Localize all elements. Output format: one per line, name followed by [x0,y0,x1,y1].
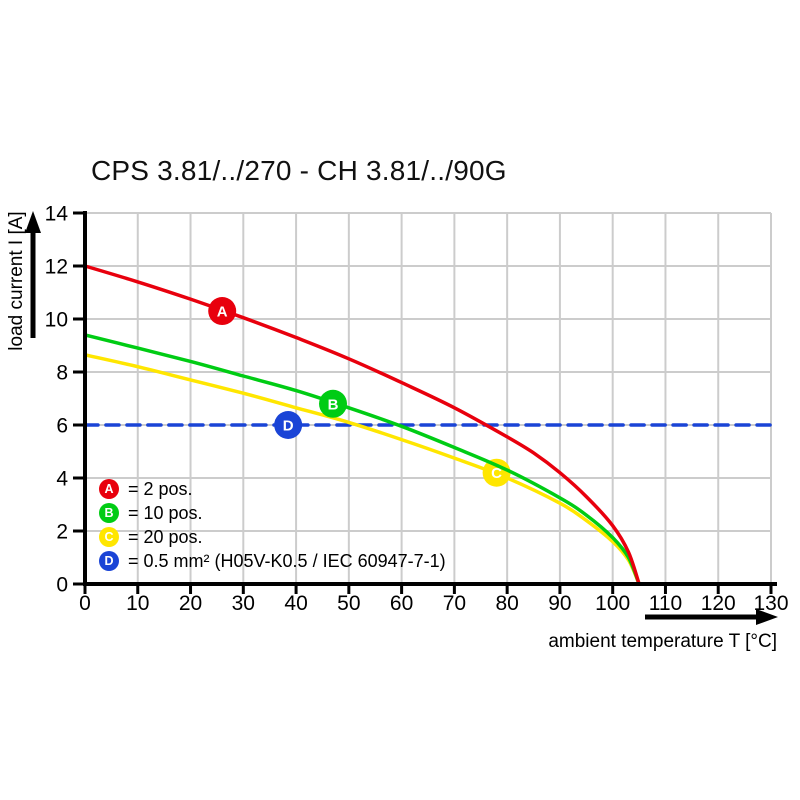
legend-label-D: = 0.5 mm² (H05V-K0.5 / IEC 60947-7-1) [128,550,446,571]
x-tick-label: 30 [232,592,255,615]
curve-A [83,264,641,586]
curve-C [83,353,641,586]
y-tick-label: 6 [56,415,68,438]
x-tick-label: 90 [548,592,571,615]
x-axis-label: ambient temperature T [°C] [548,631,777,652]
curve-marker-letter-A: A [217,304,228,321]
legend-item-D: D = 0.5 mm² (H05V-K0.5 / IEC 60947-7-1) [99,551,446,571]
x-tick-label: 0 [79,592,91,615]
curve-marker-letter-D: D [283,418,294,435]
x-tick-label: 50 [337,592,360,615]
x-tick-label: 40 [284,592,307,615]
x-tick-label: 20 [179,592,202,615]
legend-marker-C-icon: C [99,527,119,547]
curve-marker-B [319,389,348,418]
y-tick-label: 4 [56,468,68,491]
x-tick-label: 110 [649,592,682,615]
y-axis-label: load current I [A] [6,211,27,351]
y-tick-label: 0 [56,574,68,597]
y-axis-arrow-head-icon [25,211,41,233]
curve-B [83,333,641,586]
x-tick-label: 60 [390,592,413,615]
curve-marker-letter-C: C [491,465,502,482]
curve-marker-A [208,297,237,326]
x-tick-label: 100 [595,592,630,615]
y-tick-label: 14 [45,203,69,226]
y-tick-label: 8 [56,362,68,385]
x-tick-label: 70 [443,592,466,615]
legend-marker-A-icon: A [99,479,119,499]
x-tick-label: 120 [701,592,736,615]
legend-item-B: B = 10 pos. [99,503,446,523]
legend-label-A: = 2 pos. [128,478,193,499]
x-tick-label: 10 [126,592,149,615]
chart-legend: A = 2 pos. B = 10 pos. C = 20 pos. D = 0.5 mm² … [99,479,446,575]
chart-title: CPS 3.81/../270 - CH 3.81/../90G [91,155,507,186]
legend-label-B: = 10 pos. [128,502,203,523]
y-tick-label: 12 [45,256,68,279]
legend-marker-D-icon: D [99,551,119,571]
legend-item-C: C = 20 pos. [99,527,446,547]
legend-marker-B-icon: B [99,503,119,523]
curve-marker-C [482,458,511,487]
curve-marker-D [274,411,303,439]
legend-label-C: = 20 pos. [128,526,203,547]
x-tick-label: 80 [495,592,518,615]
y-tick-label: 10 [45,309,68,332]
legend-item-A: A = 2 pos. [99,479,446,499]
x-tick-label: 130 [753,592,788,615]
y-tick-label: 2 [56,521,68,544]
curve-marker-letter-B: B [328,396,339,413]
x-axis-arrow-head-icon [756,609,778,625]
